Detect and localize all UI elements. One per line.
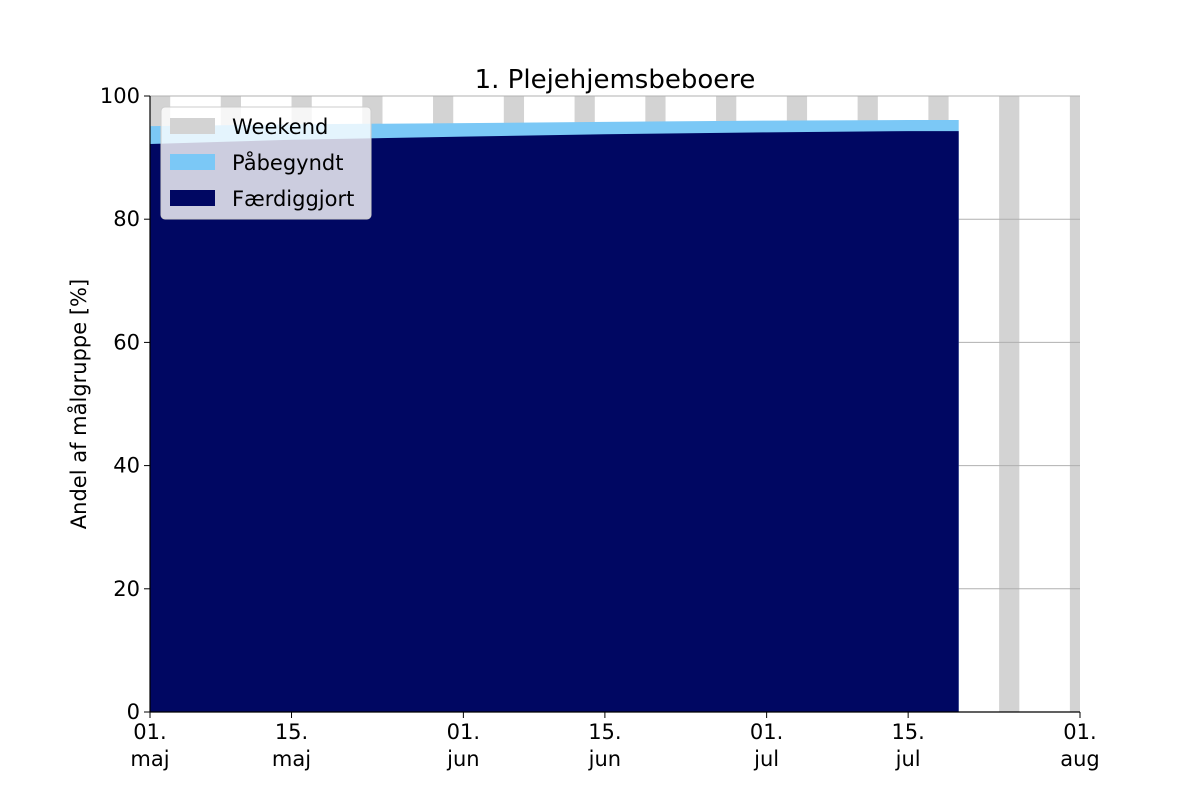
area-færdiggjort: [150, 131, 959, 712]
x-tick-label: 15. jul: [891, 720, 924, 771]
x-tick-label: 01. aug: [1060, 720, 1100, 771]
y-tick-label: 0: [127, 700, 140, 724]
chart-title: 1. Plejehjemsbeboere: [475, 65, 756, 95]
x-tick-label: 01. maj: [130, 720, 169, 771]
legend-label: Weekend: [232, 115, 328, 139]
x-tick-label: 15. jun: [588, 720, 622, 771]
y-tick-label: 80: [113, 207, 140, 231]
legend: Weekend Påbegyndt Færdiggjort: [160, 106, 372, 220]
y-ticks: 0 20 40 60 80 100: [100, 84, 150, 724]
area-series: [150, 120, 959, 713]
x-tick-label: 15. maj: [272, 720, 311, 771]
legend-swatch: [170, 154, 215, 170]
y-tick-label: 100: [100, 84, 140, 108]
x-tick-label: 01. jun: [446, 720, 480, 771]
y-tick-label: 20: [113, 577, 140, 601]
legend-label: Påbegyndt: [232, 150, 343, 175]
legend-swatch: [170, 190, 215, 206]
axes: [149, 96, 1080, 713]
y-tick-label: 40: [113, 454, 140, 478]
weekend-band: [999, 96, 1020, 712]
legend-swatch: [170, 118, 215, 134]
y-axis-label: Andel af målgruppe [%]: [66, 279, 91, 529]
x-tick-label: 01. jul: [750, 720, 783, 771]
legend-label: Færdiggjort: [232, 187, 354, 211]
x-ticks: 01. maj 15. maj 01. jun 15. jun 01. jul 15. jul 01. a…: [130, 712, 1100, 771]
weekend-band: [1069, 96, 1080, 712]
y-tick-label: 60: [113, 330, 140, 354]
